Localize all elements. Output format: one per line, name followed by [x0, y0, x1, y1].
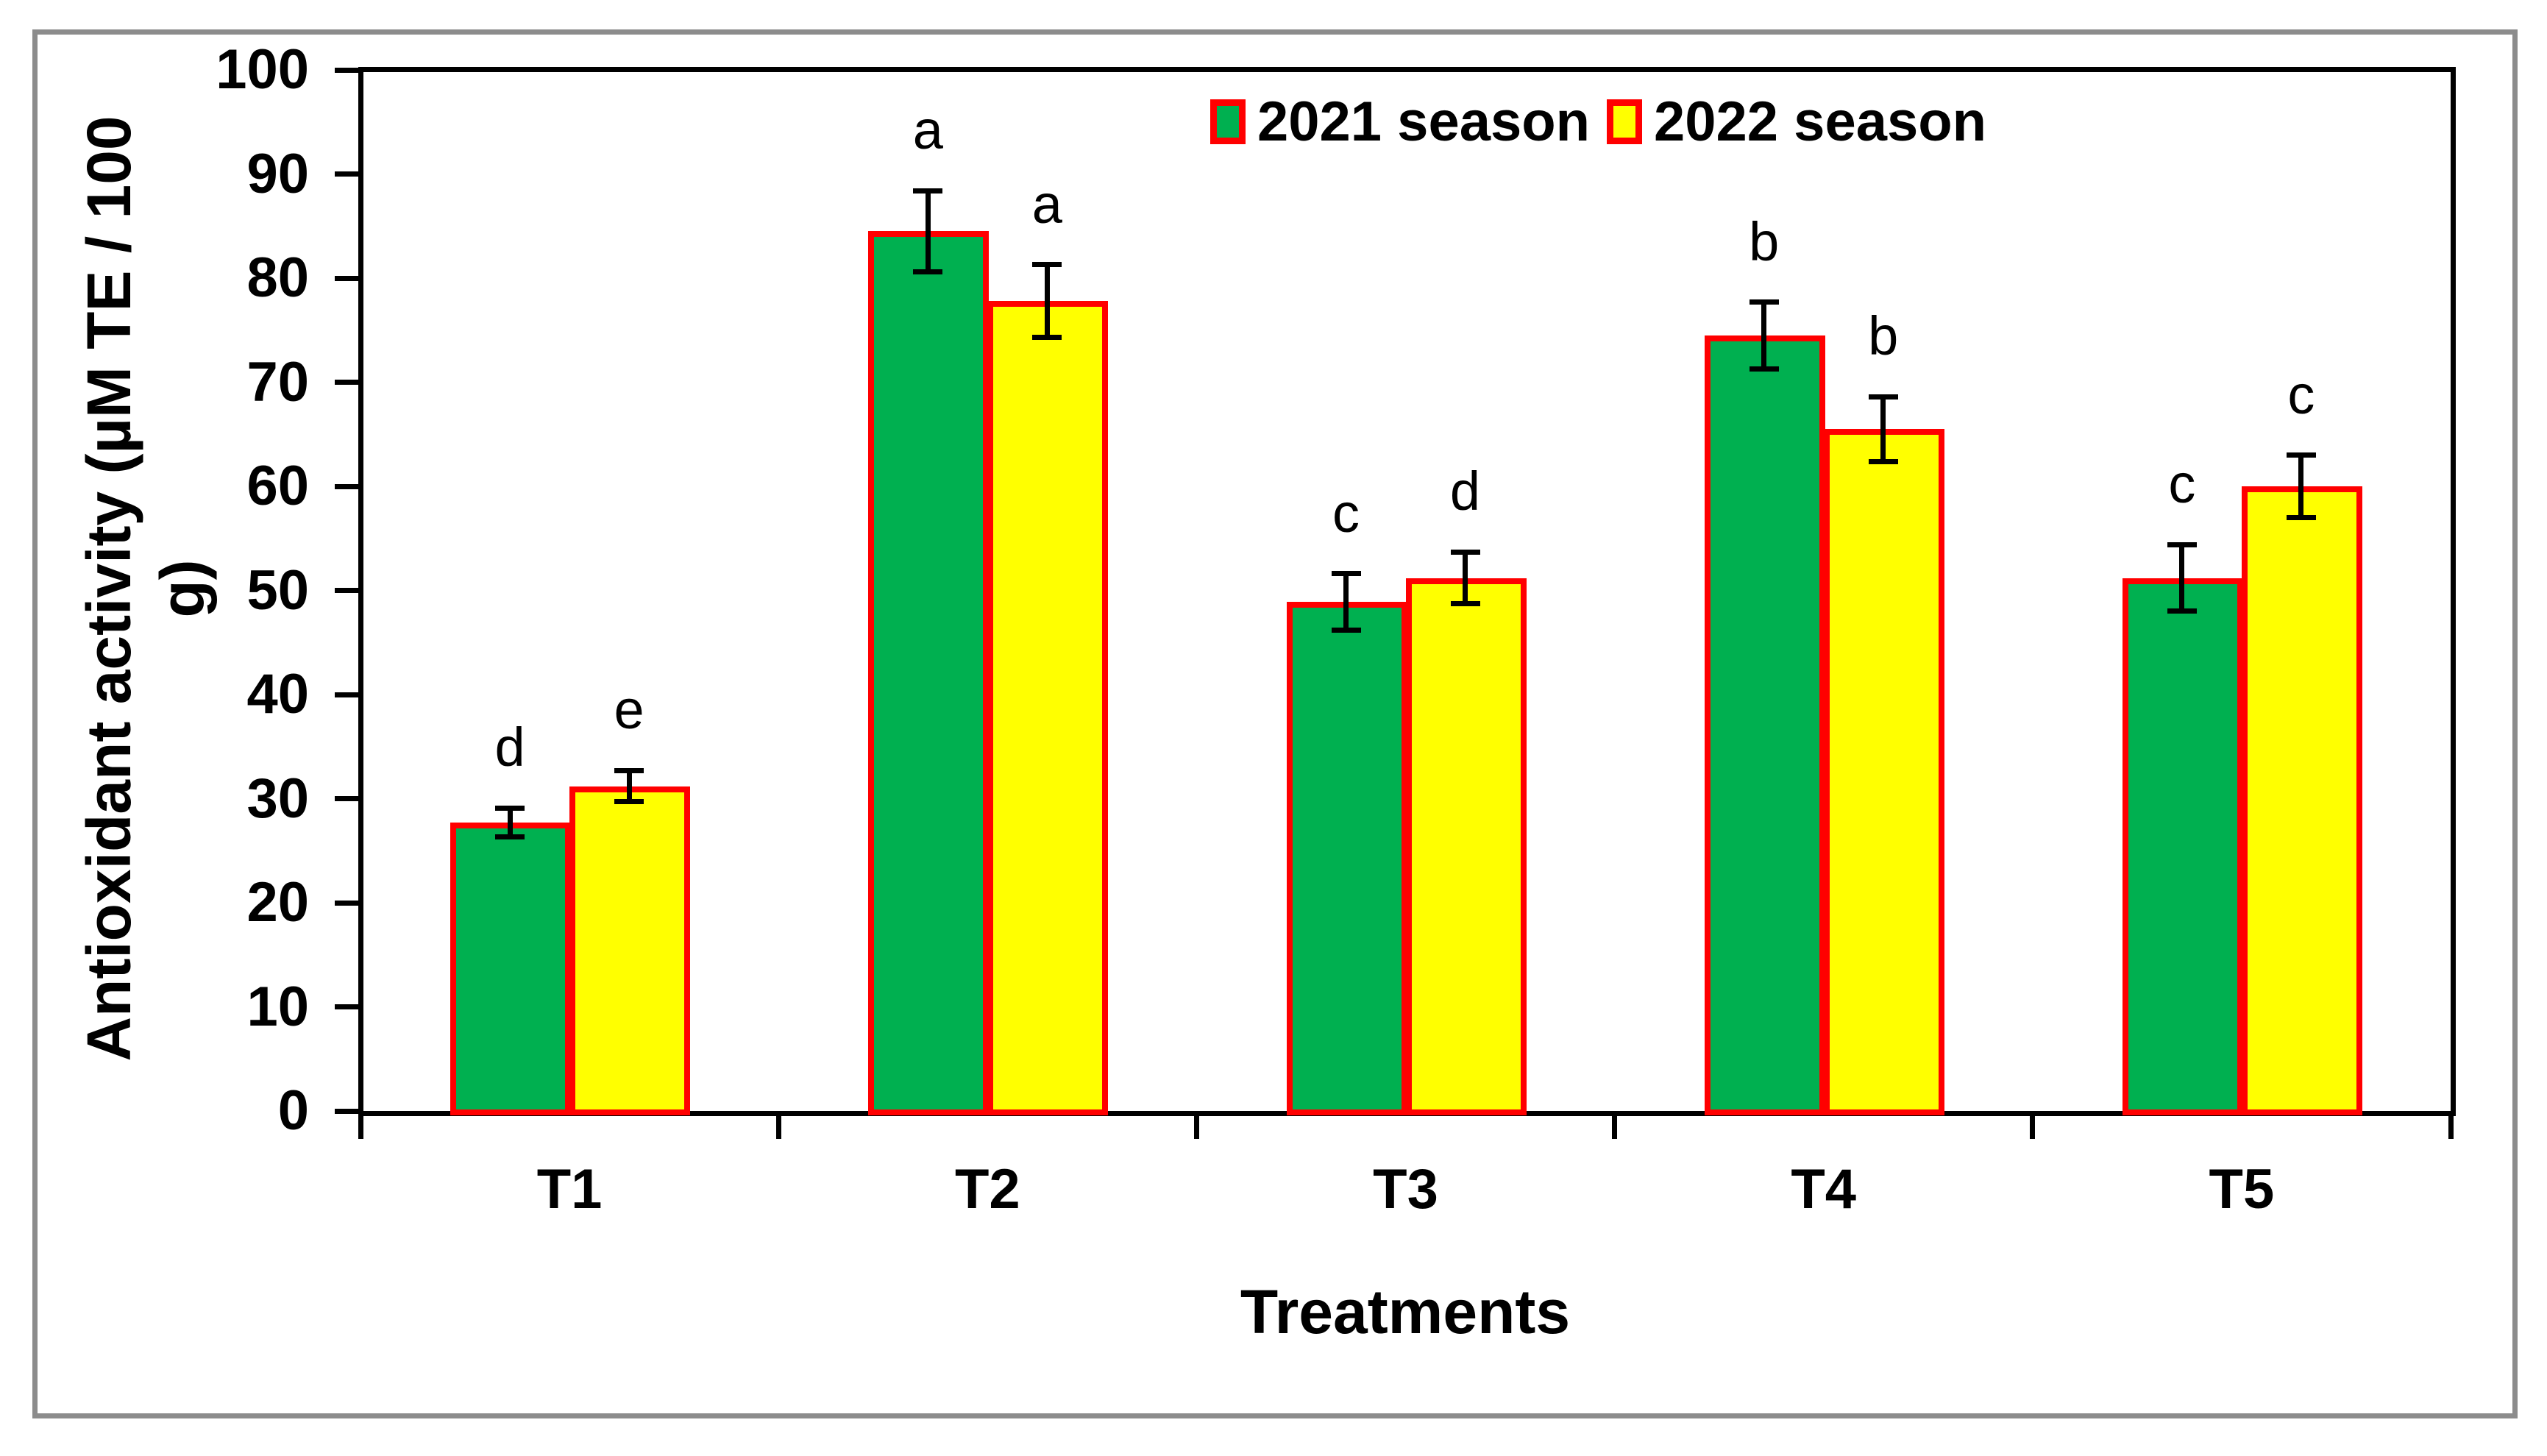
y-tick-label: 0	[277, 1079, 309, 1142]
significance-letter: c	[2168, 453, 2196, 515]
significance-letter: d	[1449, 461, 1481, 522]
error-bar-cap-top	[1331, 571, 1361, 577]
error-bar-cap-top	[1032, 262, 1062, 268]
error-bar-cap-bottom	[2167, 608, 2197, 614]
y-axis-title: Antioxidant activity (µM TE / 100 g)	[74, 116, 217, 1062]
error-bar-cap-top	[2286, 452, 2316, 458]
error-bar-cap-top	[495, 805, 525, 811]
bar-2021-T5	[2122, 578, 2243, 1115]
significance-letter: b	[1868, 305, 1899, 367]
error-bar-line	[1463, 552, 1468, 604]
bar-2021-T4	[1704, 335, 1825, 1115]
y-tick	[335, 588, 360, 593]
bar-2022-T2	[987, 301, 1109, 1115]
y-tick-label: 60	[246, 455, 309, 517]
legend-entry-2022: 2022 season	[1607, 90, 1986, 153]
x-category-label: T3	[1373, 1158, 1438, 1221]
x-tick	[2030, 1111, 2036, 1139]
x-category-label: T2	[954, 1158, 1020, 1221]
error-bar-cap-top	[1450, 549, 1480, 555]
x-category-label: T5	[2209, 1158, 2275, 1221]
error-bar-line	[626, 770, 632, 802]
y-tick-label: 100	[216, 38, 309, 101]
y-tick	[335, 900, 360, 906]
y-tick	[335, 796, 360, 801]
legend-entry-2021: 2021 season	[1210, 90, 1590, 153]
error-bar-line	[925, 191, 931, 272]
error-bar-cap-bottom	[1331, 627, 1361, 633]
error-bar-line	[507, 808, 513, 837]
y-tick-label: 50	[246, 558, 309, 622]
error-bar-cap-bottom	[495, 834, 525, 840]
error-bar-line	[2179, 544, 2185, 611]
error-bar-cap-bottom	[1868, 458, 1898, 464]
x-tick	[1193, 1111, 1199, 1139]
y-tick	[335, 380, 360, 385]
error-bar-cap-bottom	[2286, 514, 2316, 520]
y-tick	[335, 171, 360, 177]
y-tick-label: 20	[246, 871, 309, 934]
x-category-label: T1	[536, 1158, 603, 1221]
significance-letter: c	[1332, 482, 1360, 544]
error-bar-cap-bottom	[614, 799, 644, 805]
error-bar-cap-top	[2167, 541, 2197, 547]
significance-letter: a	[1031, 173, 1062, 235]
y-tick-label: 70	[246, 350, 309, 413]
error-bar-cap-bottom	[913, 269, 943, 274]
y-tick-label: 10	[246, 975, 309, 1038]
x-tick	[358, 1111, 363, 1139]
error-bar-line	[1044, 264, 1050, 338]
legend-marker-2021-icon	[1210, 99, 1246, 144]
significance-letter: c	[2287, 363, 2315, 425]
x-axis-title: Treatments	[1240, 1277, 1571, 1346]
y-tick	[335, 275, 360, 281]
y-tick	[335, 67, 360, 73]
significance-letter: b	[1749, 210, 1780, 272]
bar-2022-T3	[1405, 578, 1527, 1115]
error-bar-cap-top	[913, 188, 943, 193]
significance-letter: e	[614, 679, 644, 741]
error-bar-cap-bottom	[1032, 335, 1062, 341]
x-tick	[2448, 1111, 2454, 1139]
y-tick-label: 30	[246, 767, 309, 830]
error-bar-line	[1761, 302, 1767, 369]
error-bar-line	[1880, 397, 1886, 462]
error-bar-line	[2298, 455, 2304, 518]
figure-border	[32, 29, 2518, 1418]
bar-2021-T1	[450, 823, 572, 1115]
x-tick	[1612, 1111, 1618, 1139]
error-bar-line	[1343, 573, 1349, 631]
legend-label-2021: 2021 season	[1257, 90, 1591, 153]
bar-2022-T1	[569, 786, 691, 1115]
error-bar-cap-top	[614, 767, 644, 773]
significance-letter: d	[494, 717, 525, 778]
error-bar-cap-bottom	[1450, 601, 1480, 607]
bar-2022-T4	[1823, 429, 1944, 1115]
y-tick-label: 80	[246, 246, 309, 309]
y-tick-label: 40	[246, 663, 309, 725]
error-bar-cap-top	[1749, 299, 1779, 305]
y-tick	[335, 483, 360, 489]
legend-label-2022: 2022 season	[1654, 90, 1987, 153]
y-tick	[335, 692, 360, 697]
error-bar-cap-top	[1868, 394, 1898, 399]
significance-letter: a	[912, 99, 943, 161]
error-bar-cap-bottom	[1749, 366, 1779, 372]
y-tick	[335, 1108, 360, 1114]
x-tick	[775, 1111, 781, 1139]
y-tick-label: 90	[246, 142, 309, 205]
legend-marker-2022-icon	[1607, 99, 1642, 144]
x-category-label: T4	[1791, 1158, 1857, 1221]
bar-2022-T5	[2241, 486, 2362, 1115]
y-tick	[335, 1004, 360, 1009]
